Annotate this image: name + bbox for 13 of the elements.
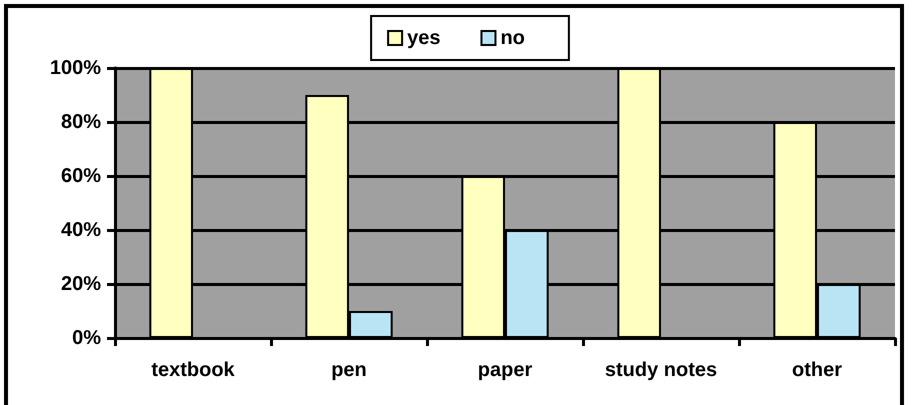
y-tick-label: 20%: [60, 273, 102, 295]
y-tick-label: 0%: [72, 327, 102, 349]
y-tick-label: 60%: [60, 165, 102, 187]
y-tick-label: 40%: [60, 219, 102, 241]
legend-label: yes: [407, 27, 440, 49]
x-tick-label: paper: [478, 359, 532, 381]
y-tick-label: 100%: [50, 57, 102, 79]
x-tick-label: textbook: [151, 359, 236, 381]
legend-label: no: [500, 27, 525, 49]
x-tick-label: study notes: [604, 359, 718, 381]
x-tick-label: other: [792, 359, 842, 381]
y-tick-label: 80%: [60, 111, 102, 133]
x-tick-label: pen: [331, 359, 367, 381]
